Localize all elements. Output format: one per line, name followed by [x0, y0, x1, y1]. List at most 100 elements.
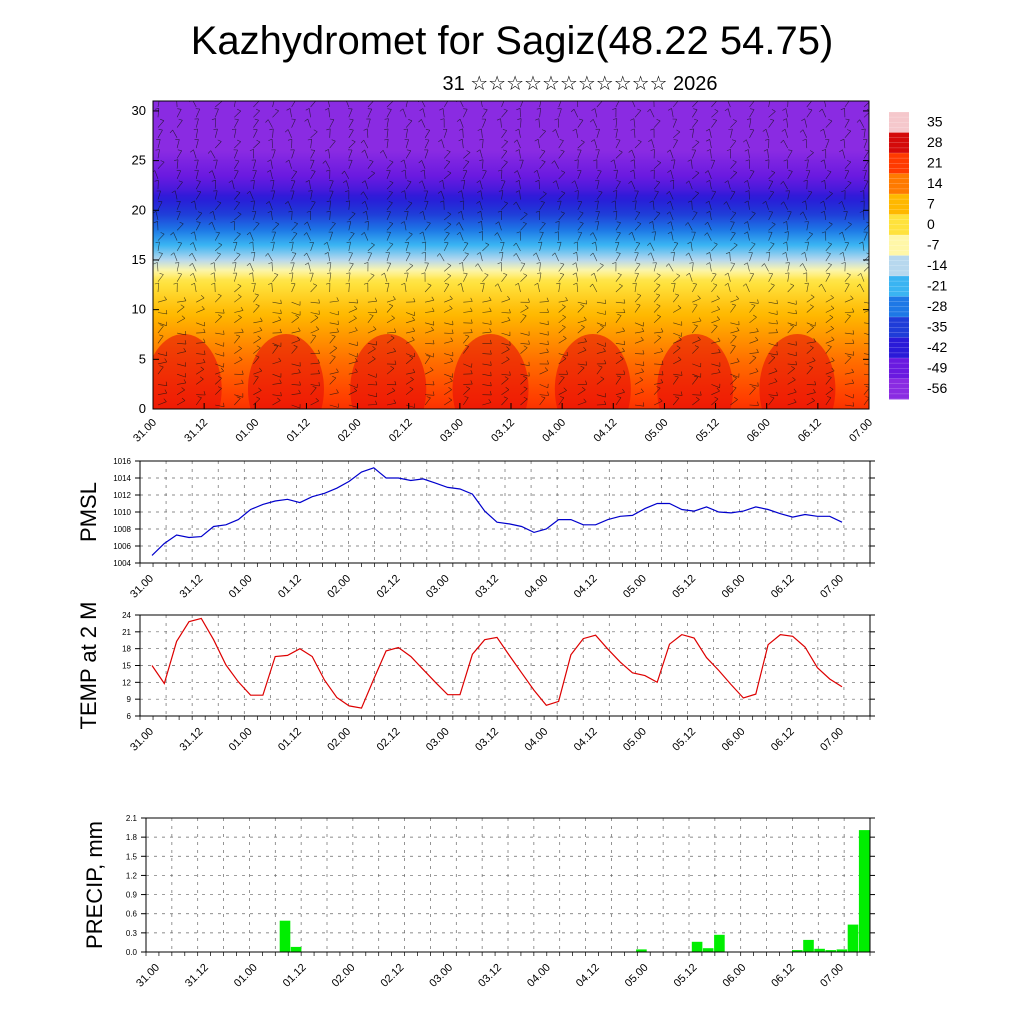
- y-tick-label: 15: [122, 662, 131, 671]
- x-tick-label: 02.12: [387, 417, 415, 445]
- colorbar-label: -35: [927, 318, 947, 334]
- colorbar-label: -14: [927, 257, 947, 273]
- diurnal-warm-areas: [153, 334, 836, 409]
- y-tick-label: 0.3: [126, 929, 138, 938]
- y-tick-label: 1014: [113, 474, 131, 483]
- grid: [140, 460, 870, 564]
- warm-area: [657, 334, 734, 409]
- x-tick-label: 03.12: [473, 573, 501, 601]
- colorbar-swatch: [889, 112, 909, 133]
- colorbar-label: 35: [927, 113, 943, 129]
- x-tick-label: 05.12: [670, 573, 698, 601]
- colorbar-swatch: [889, 153, 909, 174]
- y-tick-label: 24: [122, 611, 131, 620]
- colorbar-label: -21: [927, 277, 947, 293]
- chart-subtitle: 31 ☆☆☆☆☆☆☆☆☆☆☆ 2026: [442, 73, 718, 95]
- x-tick-label: 04.00: [525, 962, 553, 990]
- colorbar-swatch: [889, 358, 909, 379]
- bar: [636, 949, 647, 952]
- y-tick-label: 2.1: [126, 814, 138, 823]
- x-tick-label: 01.00: [227, 573, 255, 601]
- colorbar-label: -49: [927, 359, 947, 375]
- warm-area: [452, 334, 529, 409]
- y-tick-label: 1012: [113, 491, 131, 500]
- x-tick-label: 04.12: [591, 417, 619, 445]
- x-tick-label: 31.12: [183, 962, 211, 990]
- warm-area: [554, 334, 631, 409]
- x-tick-label: 31.12: [177, 726, 205, 754]
- y-tick-label: 0: [139, 401, 146, 416]
- x-tick-label: 01.00: [227, 726, 255, 754]
- y-tick-label: 5: [139, 351, 146, 366]
- bar: [691, 941, 703, 952]
- x-tick-label: 05.00: [643, 417, 671, 445]
- x-tick-label: 04.00: [522, 573, 550, 601]
- x-tick-label: 07.00: [847, 417, 875, 445]
- x-tick-label: 31.00: [128, 573, 156, 601]
- x-tick-label: 06.12: [769, 962, 797, 990]
- y-tick-label: 12: [122, 678, 131, 687]
- bar: [858, 830, 870, 952]
- y-tick-label: 1.5: [126, 852, 138, 861]
- y-tick-label: 1004: [113, 559, 131, 568]
- y-tick-label: 18: [122, 645, 131, 654]
- warm-area: [247, 334, 324, 409]
- colorbar-label: 0: [927, 216, 935, 232]
- y-tick-label: 0.9: [126, 891, 138, 900]
- x-tick-label: 01.12: [276, 726, 304, 754]
- colorbar-swatch: [889, 235, 909, 256]
- y-tick-label: 1.2: [126, 871, 138, 880]
- chart-title: Kazhydromet for Sagiz(48.22 54.75): [190, 19, 834, 63]
- x-tick-label: 02.00: [325, 573, 353, 601]
- x-tick-label: 06.12: [769, 573, 797, 601]
- x-tick-label: 03.00: [424, 573, 452, 601]
- bar: [836, 949, 848, 952]
- colorbar-label: -28: [927, 298, 947, 314]
- x-tick-label: 01.00: [232, 962, 260, 990]
- bar: [702, 948, 714, 952]
- x-tick-label: 03.12: [473, 726, 501, 754]
- precip-panel: 2.1 1.8 1.5 1.2 0.9 0.6 0.3 0.0 31.00 31.12 01.00 0…: [82, 814, 875, 990]
- x-tick-label: 02.12: [375, 726, 403, 754]
- colorbar-swatch: [889, 194, 909, 215]
- colorbar-label: 14: [927, 175, 943, 191]
- colorbar-label: -42: [927, 339, 947, 355]
- x-tick-label: 02.00: [325, 726, 353, 754]
- colorbar-swatch: [889, 337, 909, 359]
- colorbar-swatch: [889, 276, 909, 297]
- warm-area: [759, 334, 836, 409]
- x-tick-label: 03.00: [424, 726, 452, 754]
- grid: [140, 614, 870, 717]
- colorbar-swatch: [889, 255, 909, 277]
- x-tick-label: 04.12: [572, 573, 600, 601]
- x-tick-label: 03.12: [489, 417, 517, 445]
- y-tick-label: 0.6: [126, 910, 138, 919]
- x-tick-label: 05.00: [621, 573, 649, 601]
- x-tick-label: 02.12: [375, 573, 403, 601]
- bar: [279, 920, 291, 952]
- temp-panel: 24 21 18 15 12 9 6 31.00 31.12 01.00 01.12 02.00 02.…: [76, 602, 875, 754]
- x-tick-label: 02.00: [330, 962, 358, 990]
- colorbar-swatch: [889, 173, 909, 195]
- bar: [792, 950, 803, 952]
- grid: [146, 817, 870, 953]
- y-tick-label: 15: [132, 252, 146, 267]
- x-tick-label: 31.12: [182, 417, 210, 445]
- colorbar-swatch: [889, 132, 909, 154]
- cross-section-panel: 0 5 10 15 20 25 30 31.00 31.12 01.00 01.12 02.00 02.…: [131, 100, 875, 445]
- wind-barbs: [153, 101, 869, 409]
- y-tick-label: 9: [127, 695, 132, 704]
- x-tick-label: 05.12: [670, 726, 698, 754]
- bar: [847, 924, 859, 952]
- x-tick-label: 03.12: [476, 962, 504, 990]
- x-tick-label: 31.00: [134, 962, 162, 990]
- x-tick-label: 04.00: [540, 417, 568, 445]
- bar: [714, 934, 725, 952]
- y-tick-label: 1010: [113, 508, 131, 517]
- y-tick-label: 10: [132, 302, 146, 317]
- colorbar-swatch: [889, 296, 909, 318]
- x-tick-label: 03.00: [427, 962, 455, 990]
- x-tick-label: 01.12: [285, 417, 313, 445]
- x-tick-label: 07.00: [818, 726, 846, 754]
